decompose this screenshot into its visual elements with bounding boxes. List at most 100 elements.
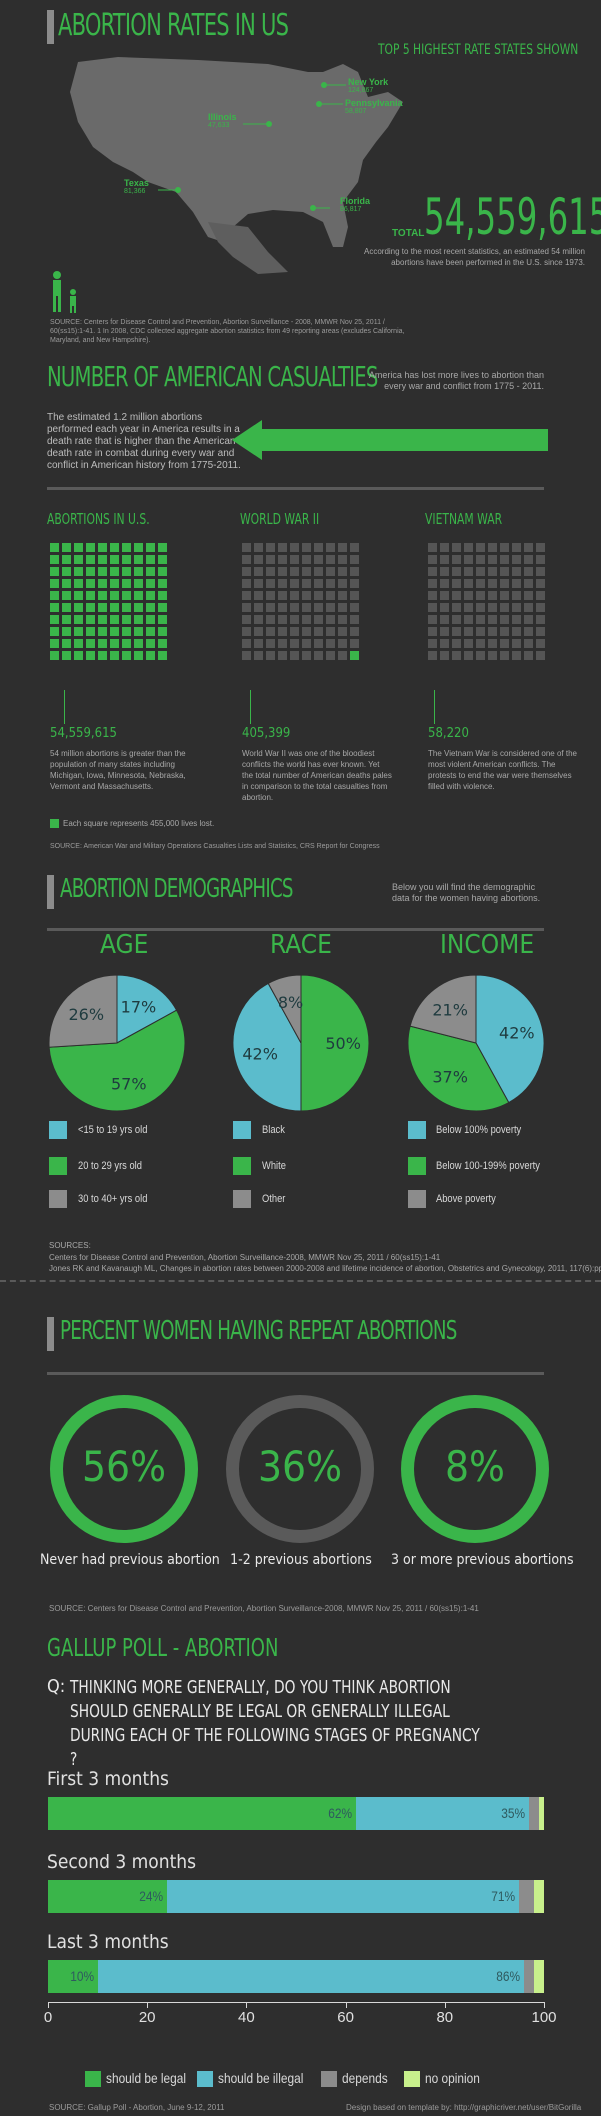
grid-square (122, 639, 131, 648)
page-title: ABORTION RATES IN US (58, 8, 289, 43)
grid-square (428, 579, 437, 588)
grid-square (350, 639, 359, 648)
grid-square (476, 555, 485, 564)
grid-square (440, 567, 449, 576)
legend-label: Other (262, 1193, 286, 1205)
column-desc-vietnam: The Vietnam War is considered one of the… (428, 749, 577, 791)
grid-square (110, 555, 119, 564)
bar-value-label: 86% (496, 1968, 521, 1984)
grid-square (512, 627, 521, 636)
grid-square (122, 615, 131, 624)
grid-square (326, 639, 335, 648)
grid-square (98, 591, 107, 600)
grid-square (266, 639, 275, 648)
grid-square (476, 627, 485, 636)
grid-square (62, 567, 71, 576)
grid-square (326, 591, 335, 600)
grid-square (338, 615, 347, 624)
grid-square (464, 543, 473, 552)
legend-label: Black (262, 1124, 285, 1136)
grid-square (62, 591, 71, 600)
grid-square (440, 627, 449, 636)
grid-square (524, 543, 533, 552)
grid-square (266, 555, 275, 564)
grid-square (428, 567, 437, 576)
grid-square (50, 627, 59, 636)
grid-square (146, 567, 155, 576)
grid-square (524, 615, 533, 624)
grid-square (488, 555, 497, 564)
grid-square (488, 567, 497, 576)
pie-chart-income: 42% 37% 21% (407, 974, 545, 1112)
grid-square (338, 567, 347, 576)
grid-square (452, 615, 461, 624)
grid-square (242, 555, 251, 564)
grid-square (242, 627, 251, 636)
grid-square (524, 651, 533, 660)
stage-label-last: Last 3 months (47, 1931, 169, 1953)
x-tick (147, 2002, 149, 2008)
legend-label: Above poverty (436, 1193, 496, 1205)
grid-square (266, 615, 275, 624)
grid-square (326, 543, 335, 552)
grid-square (290, 579, 299, 588)
grid-square (512, 555, 521, 564)
repeat-title: PERCENT WOMEN HAVING REPEAT ABORTIONS (60, 1316, 457, 1346)
grid-square (86, 567, 95, 576)
grid-pointer-abortions (64, 690, 65, 724)
bar-segment (519, 1880, 535, 1913)
family-icon (53, 271, 76, 313)
grid-square (146, 651, 155, 660)
grid-square (428, 651, 437, 660)
grid-square (62, 651, 71, 660)
legend-swatch-blue (408, 1121, 426, 1139)
grid-square (440, 603, 449, 612)
grid-square (338, 555, 347, 564)
column-desc-ww2: World War II was one of the bloodiest co… (242, 749, 392, 802)
grid-square (464, 579, 473, 588)
grid-square (74, 651, 83, 660)
grid-square (500, 591, 509, 600)
grid-square (278, 555, 287, 564)
grid-square (350, 615, 359, 624)
grid-square (536, 555, 545, 564)
grid-square (464, 567, 473, 576)
legend-label-illegal: should be illegal (218, 2070, 304, 2086)
grid-square (158, 639, 167, 648)
grid-square (452, 543, 461, 552)
x-axis (48, 2002, 544, 2003)
grid-square (476, 567, 485, 576)
bar-segment (167, 1880, 520, 1913)
grid-square (440, 591, 449, 600)
grid-square (428, 615, 437, 624)
grid-square (110, 579, 119, 588)
grid-square (290, 591, 299, 600)
grid-square (266, 543, 275, 552)
grid-square (122, 603, 131, 612)
age-title: AGE (100, 930, 149, 960)
grid-square (134, 627, 143, 636)
grid-square (476, 591, 485, 600)
column-title-abortions: ABORTIONS IN U.S. (47, 510, 150, 528)
grid-square (524, 639, 533, 648)
grid-square (488, 627, 497, 636)
legend-swatch-blue (49, 1121, 67, 1139)
legend-label: Below 100% poverty (436, 1124, 522, 1136)
rates-source: SOURCE: Centers for Disease Control and … (50, 319, 405, 344)
grid-square (86, 639, 95, 648)
total-value: 54,559,615 (424, 188, 601, 246)
grid-square (428, 543, 437, 552)
grid-square (488, 579, 497, 588)
grid-square (74, 627, 83, 636)
grid-square (122, 543, 131, 552)
state-pennsylvania: Pennsylvania 58,807 (345, 98, 403, 115)
legend-label-depends: depends (342, 2070, 388, 2086)
grid-square (326, 567, 335, 576)
state-name: Texas (124, 178, 149, 188)
grid-square (314, 567, 323, 576)
grid-square (512, 579, 521, 588)
state-value: 58,807 (345, 108, 367, 115)
grid-pointer-ww2 (250, 690, 251, 724)
grid-square (488, 603, 497, 612)
grid-square (290, 603, 299, 612)
